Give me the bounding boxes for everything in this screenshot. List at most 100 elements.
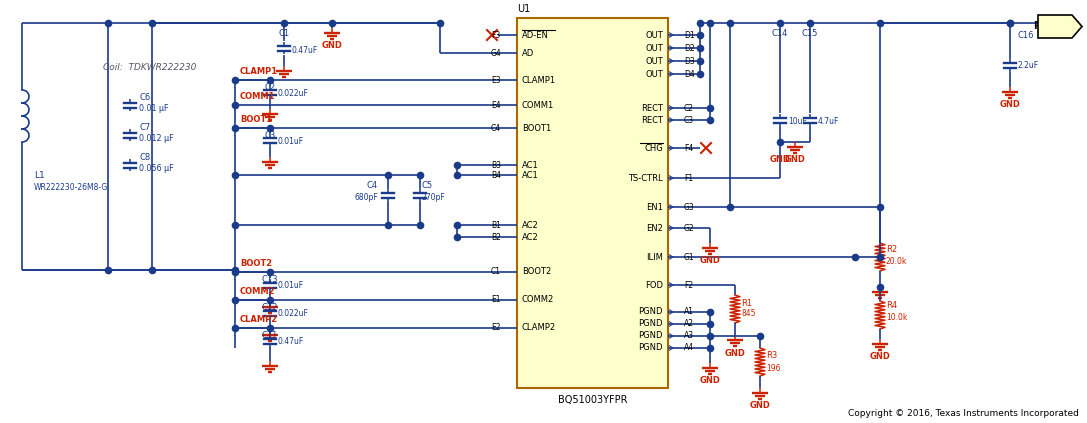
Text: OUT: OUT <box>646 30 663 39</box>
Text: D4: D4 <box>684 69 695 79</box>
Text: D1: D1 <box>684 30 695 39</box>
Text: 845: 845 <box>741 308 755 318</box>
Text: GND: GND <box>1000 100 1021 109</box>
Text: AC2: AC2 <box>522 220 539 230</box>
Text: G1: G1 <box>684 253 695 261</box>
Text: COMM2: COMM2 <box>240 287 275 296</box>
Text: A3: A3 <box>684 332 695 341</box>
Text: EN1: EN1 <box>646 203 663 212</box>
Text: AC1: AC1 <box>522 170 539 179</box>
Text: AC2: AC2 <box>522 233 539 242</box>
Text: 0.01uF: 0.01uF <box>278 137 304 146</box>
Text: GND: GND <box>700 256 721 265</box>
Text: 0.022uF: 0.022uF <box>278 310 309 319</box>
Text: C13: C13 <box>262 275 278 284</box>
Text: COMM2: COMM2 <box>522 296 554 305</box>
Text: COMM1: COMM1 <box>522 101 554 110</box>
Text: C1: C1 <box>491 267 501 277</box>
Text: B2: B2 <box>491 233 501 242</box>
Text: BOOT1: BOOT1 <box>522 124 551 132</box>
Text: GND: GND <box>700 376 721 385</box>
Text: CLAMP2: CLAMP2 <box>240 315 278 324</box>
Text: PGND: PGND <box>638 332 663 341</box>
Text: C3: C3 <box>264 131 276 140</box>
Text: D2: D2 <box>684 44 695 52</box>
Text: C2: C2 <box>264 83 276 92</box>
Text: G4: G4 <box>490 49 501 58</box>
Text: A4: A4 <box>684 343 695 352</box>
Text: D3: D3 <box>684 57 695 66</box>
Text: C14: C14 <box>772 28 788 38</box>
Text: L1: L1 <box>34 170 45 179</box>
Text: F2: F2 <box>684 280 694 289</box>
Text: PGND: PGND <box>638 343 663 352</box>
Text: E4: E4 <box>491 101 501 110</box>
Text: A2: A2 <box>684 319 694 329</box>
Text: PGND: PGND <box>638 308 663 316</box>
Text: GND: GND <box>725 349 746 358</box>
Text: AD-EN: AD-EN <box>522 30 549 39</box>
Text: G2: G2 <box>684 223 695 233</box>
Text: CLAMP2: CLAMP2 <box>522 324 557 332</box>
Text: Copyright © 2016, Texas Instruments Incorporated: Copyright © 2016, Texas Instruments Inco… <box>848 409 1079 418</box>
Text: AD: AD <box>522 49 534 58</box>
Text: 0.056 μF: 0.056 μF <box>139 164 174 173</box>
Text: B4: B4 <box>491 170 501 179</box>
Text: CLAMP1: CLAMP1 <box>522 75 557 85</box>
Text: 0.01uF: 0.01uF <box>278 281 304 291</box>
Text: BQ51003YFPR: BQ51003YFPR <box>558 395 627 405</box>
Polygon shape <box>1038 15 1082 38</box>
Text: U1: U1 <box>517 4 530 14</box>
Text: 270pF: 270pF <box>422 192 446 201</box>
Text: B1: B1 <box>491 220 501 230</box>
Text: ILIM: ILIM <box>646 253 663 261</box>
Text: C3: C3 <box>684 115 695 124</box>
Text: WR222230-26M8-G: WR222230-26M8-G <box>34 182 109 192</box>
Text: C2: C2 <box>684 104 694 113</box>
Text: R1: R1 <box>741 299 752 308</box>
Text: Coil:  TDKWR222230: Coil: TDKWR222230 <box>103 63 197 71</box>
Text: C5: C5 <box>422 181 433 190</box>
Text: 0.01 μF: 0.01 μF <box>139 104 168 113</box>
Text: 0.47uF: 0.47uF <box>292 46 318 55</box>
Text: E2: E2 <box>491 324 501 332</box>
Text: 10.0k: 10.0k <box>886 313 908 321</box>
Text: C12: C12 <box>262 303 278 312</box>
Text: F4: F4 <box>684 143 694 153</box>
Text: F3: F3 <box>491 30 501 39</box>
Text: F1: F1 <box>684 173 694 182</box>
Text: GND: GND <box>785 155 805 164</box>
Text: 196: 196 <box>766 363 780 373</box>
Text: 10uF: 10uF <box>788 116 807 126</box>
Text: R4: R4 <box>886 300 897 310</box>
Text: 0.012 μF: 0.012 μF <box>139 134 174 143</box>
Text: C8: C8 <box>139 153 150 162</box>
Text: 0.47uF: 0.47uF <box>278 338 304 346</box>
Text: OUT: OUT <box>646 69 663 79</box>
Text: C7: C7 <box>139 123 150 132</box>
Text: GND: GND <box>770 155 790 164</box>
Text: RECT: RECT <box>641 115 663 124</box>
Text: AC1: AC1 <box>522 160 539 170</box>
Text: RECT: RECT <box>641 104 663 113</box>
Text: BOOT2: BOOT2 <box>522 267 551 277</box>
Text: R2: R2 <box>886 244 897 253</box>
Text: G3: G3 <box>684 203 695 212</box>
Text: BOOT2: BOOT2 <box>240 259 272 268</box>
Text: C4: C4 <box>491 124 501 132</box>
Text: A1: A1 <box>684 308 694 316</box>
Text: 680pF: 680pF <box>354 192 378 201</box>
Text: TS-CTRL: TS-CTRL <box>628 173 663 182</box>
Text: COMM1: COMM1 <box>240 92 275 101</box>
Text: C16: C16 <box>1017 30 1034 39</box>
Text: GND: GND <box>870 352 890 361</box>
Text: OUT: OUT <box>646 57 663 66</box>
Text: CLAMP1: CLAMP1 <box>240 67 278 76</box>
Text: C4: C4 <box>367 181 378 190</box>
Text: EN2: EN2 <box>646 223 663 233</box>
Text: GND: GND <box>750 401 771 410</box>
Text: E1: E1 <box>491 296 501 305</box>
Text: 4.7uF: 4.7uF <box>819 116 839 126</box>
Text: E3: E3 <box>491 75 501 85</box>
Bar <box>517 18 669 388</box>
